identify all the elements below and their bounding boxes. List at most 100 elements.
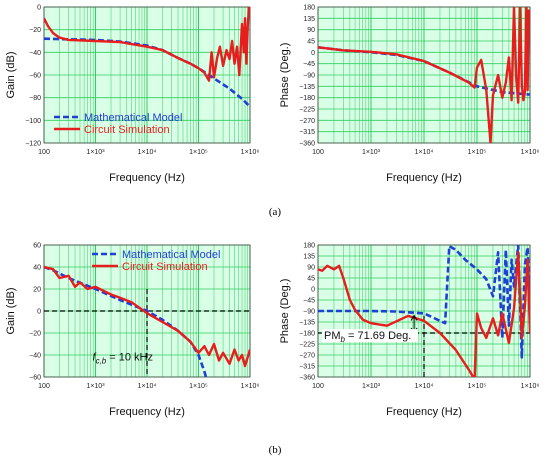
phase-margin-annotation: PMb = 71.69 Deg. bbox=[324, 330, 411, 344]
series-line-circuit-simulation bbox=[318, 7, 530, 143]
y-tick-label: −135 bbox=[299, 320, 315, 327]
y-tick-label: 0 bbox=[311, 50, 315, 57]
y-tick-label: −135 bbox=[299, 84, 315, 91]
legend-entry: Circuit Simulation bbox=[84, 124, 170, 136]
y-tick-label: 60 bbox=[33, 243, 41, 250]
y-tick-label: −315 bbox=[299, 129, 315, 136]
arrow-head-up bbox=[410, 314, 418, 321]
y-tick-label: −45 bbox=[303, 298, 315, 305]
y-tick-label: −90 bbox=[303, 73, 315, 80]
x-tick-label: 1×10⁶ bbox=[241, 383, 260, 390]
x-axis-label: Frequency (Hz) bbox=[109, 406, 185, 418]
x-tick-label: 1×10⁵ bbox=[468, 383, 487, 390]
panel-label-b: (b) bbox=[269, 444, 282, 456]
annotation-symbol: PM bbox=[324, 330, 341, 342]
chart-b-phase: 100 1×10³ 1×10⁴ 1×10⁵ 1×10⁶ 180 135 90 45 0 −45 −90… bbox=[279, 243, 539, 419]
y-axis-label: Phase (Deg.) bbox=[279, 43, 291, 108]
y-tick-label: −45 bbox=[303, 61, 315, 68]
y-tick-label: −20 bbox=[29, 331, 41, 338]
crossover-annotation: fc,b = 10 kHz bbox=[93, 352, 154, 366]
x-tick-label: 100 bbox=[312, 149, 324, 156]
y-tick-label: −80 bbox=[29, 95, 41, 102]
y-tick-label: −225 bbox=[299, 342, 315, 349]
series-line-circuit-simulation bbox=[44, 7, 250, 82]
y-tick-label: 0 bbox=[311, 287, 315, 294]
x-tick-label: 1×10⁴ bbox=[138, 149, 157, 156]
y-tick-label: −90 bbox=[303, 309, 315, 316]
y-tick-label: −360 bbox=[299, 375, 315, 382]
series-line-mathematical-model bbox=[44, 265, 208, 377]
plot-frame bbox=[317, 6, 531, 144]
series-group bbox=[318, 245, 530, 377]
series-group bbox=[44, 265, 250, 377]
x-axis-label: Frequency (Hz) bbox=[386, 172, 462, 184]
y-tick-label: −270 bbox=[299, 118, 315, 125]
y-tick-label: 180 bbox=[303, 243, 315, 250]
x-tick-label: 1×10³ bbox=[86, 383, 105, 390]
y-tick-label: 0 bbox=[37, 5, 41, 12]
y-tick-label: −60 bbox=[29, 73, 41, 80]
y-tick-label: 20 bbox=[33, 287, 41, 294]
x-tick-label: 1×10⁴ bbox=[138, 383, 157, 390]
reference-lines bbox=[44, 289, 250, 377]
y-tick-label: −100 bbox=[25, 118, 41, 125]
y-tick-label: −120 bbox=[25, 141, 41, 148]
legend-entry: Mathematical Model bbox=[84, 112, 182, 124]
legend-entry: Circuit Simulation bbox=[122, 261, 208, 273]
x-tick-label: 1×10³ bbox=[86, 149, 105, 156]
series-group bbox=[318, 7, 530, 143]
y-tick-label: −315 bbox=[299, 364, 315, 371]
y-tick-label: 180 bbox=[303, 5, 315, 12]
y-tick-label: 90 bbox=[307, 265, 315, 272]
x-tick-label: 1×10⁵ bbox=[189, 383, 208, 390]
x-tick-label: 1×10⁵ bbox=[468, 149, 487, 156]
chart-a-phase: 100 1×10³ 1×10⁴ 1×10⁵ 1×10⁶ 180 135 90 45 0 −45 −90… bbox=[279, 5, 539, 185]
y-tick-label: −180 bbox=[299, 331, 315, 338]
x-tick-label: 100 bbox=[38, 383, 50, 390]
series-group bbox=[44, 7, 250, 108]
x-tick-label: 100 bbox=[38, 149, 50, 156]
annotation-subscript: b bbox=[341, 335, 346, 344]
y-tick-label: 40 bbox=[33, 265, 41, 272]
y-tick-label: 0 bbox=[37, 309, 41, 316]
y-tick-label: −225 bbox=[299, 107, 315, 114]
y-tick-label: 90 bbox=[307, 27, 315, 34]
y-tick-label: −20 bbox=[29, 27, 41, 34]
x-tick-label: 1×10³ bbox=[362, 383, 381, 390]
x-tick-label: 1×10⁴ bbox=[415, 149, 434, 156]
y-tick-label: 135 bbox=[303, 254, 315, 261]
y-tick-label: −40 bbox=[29, 353, 41, 360]
y-tick-label: 135 bbox=[303, 16, 315, 23]
y-tick-label: −360 bbox=[299, 141, 315, 148]
y-tick-label: −270 bbox=[299, 353, 315, 360]
x-tick-label: 1×10⁵ bbox=[189, 149, 208, 156]
x-axis-label: Frequency (Hz) bbox=[386, 406, 462, 418]
x-tick-label: 1×10⁶ bbox=[241, 149, 260, 156]
annotation-value: = 10 kHz bbox=[106, 352, 153, 364]
annotation-subscript: c,b bbox=[96, 357, 107, 366]
chart-b-gain: 100 1×10³ 1×10⁴ 1×10⁵ 1×10⁶ 60 40 20 0 −20 −40 −60 F… bbox=[5, 243, 259, 419]
y-tick-label: 45 bbox=[307, 276, 315, 283]
y-axis-label: Gain (dB) bbox=[5, 287, 17, 334]
x-tick-label: 1×10³ bbox=[362, 149, 381, 156]
series-line-circuit-simulation bbox=[44, 265, 250, 368]
chart-a-gain: 100 1×10³ 1×10⁴ 1×10⁵ 1×10⁶ 0 −20 −40 −60 −80 −100… bbox=[5, 5, 259, 185]
plot-frame bbox=[43, 6, 251, 144]
x-tick-label: 100 bbox=[312, 383, 324, 390]
y-tick-label: 45 bbox=[307, 39, 315, 46]
x-tick-label: 1×10⁶ bbox=[521, 149, 540, 156]
legend-entry: Mathematical Model bbox=[122, 249, 220, 261]
y-tick-label: −40 bbox=[29, 50, 41, 57]
annotation-symbol: f bbox=[93, 352, 97, 364]
y-axis-label: Phase (Deg.) bbox=[279, 279, 291, 344]
y-tick-label: −60 bbox=[29, 375, 41, 382]
x-axis-label: Frequency (Hz) bbox=[109, 172, 185, 184]
annotation-value: = 71.69 Deg. bbox=[345, 330, 411, 342]
annotation-bg bbox=[322, 329, 418, 343]
panel-label-a: (a) bbox=[269, 206, 282, 218]
x-tick-label: 1×10⁴ bbox=[415, 383, 434, 390]
y-tick-label: −180 bbox=[299, 95, 315, 102]
y-axis-label: Gain (dB) bbox=[5, 51, 17, 98]
x-tick-label: 1×10⁶ bbox=[521, 383, 540, 390]
